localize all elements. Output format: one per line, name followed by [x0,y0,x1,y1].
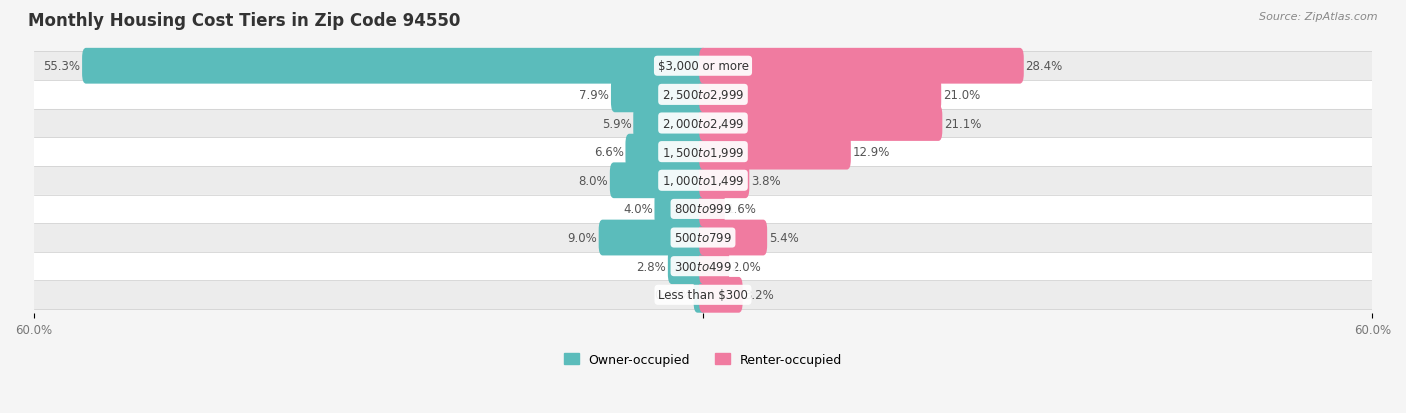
FancyBboxPatch shape [11,109,1395,138]
Text: Less than $300: Less than $300 [658,289,748,301]
Text: 8.0%: 8.0% [578,174,609,188]
Text: 2.0%: 2.0% [731,260,761,273]
Text: $500 to $799: $500 to $799 [673,231,733,244]
Text: $2,000 to $2,499: $2,000 to $2,499 [662,117,744,131]
Text: $2,500 to $2,999: $2,500 to $2,999 [662,88,744,102]
Legend: Owner-occupied, Renter-occupied: Owner-occupied, Renter-occupied [564,353,842,366]
Text: 5.9%: 5.9% [602,117,631,130]
FancyBboxPatch shape [610,163,707,199]
Text: 3.2%: 3.2% [744,289,775,301]
Text: 9.0%: 9.0% [567,231,598,244]
FancyBboxPatch shape [612,77,707,113]
Text: $1,000 to $1,499: $1,000 to $1,499 [662,174,744,188]
FancyBboxPatch shape [11,81,1395,110]
Text: $800 to $999: $800 to $999 [673,203,733,216]
Text: 3.8%: 3.8% [751,174,780,188]
Text: 2.8%: 2.8% [637,260,666,273]
Text: 55.3%: 55.3% [44,60,80,73]
Text: $3,000 or more: $3,000 or more [658,60,748,73]
FancyBboxPatch shape [11,166,1395,195]
Text: Source: ZipAtlas.com: Source: ZipAtlas.com [1260,12,1378,22]
FancyBboxPatch shape [699,277,742,313]
Text: 21.1%: 21.1% [943,117,981,130]
Text: 5.4%: 5.4% [769,231,799,244]
FancyBboxPatch shape [699,192,724,227]
FancyBboxPatch shape [82,49,707,84]
FancyBboxPatch shape [11,223,1395,252]
FancyBboxPatch shape [11,280,1395,310]
Text: 6.6%: 6.6% [593,146,624,159]
FancyBboxPatch shape [633,106,707,142]
Text: $1,500 to $1,999: $1,500 to $1,999 [662,145,744,159]
FancyBboxPatch shape [699,163,749,199]
FancyBboxPatch shape [11,252,1395,281]
Text: 1.6%: 1.6% [727,203,756,216]
Text: 28.4%: 28.4% [1025,60,1063,73]
FancyBboxPatch shape [699,77,941,113]
Text: 7.9%: 7.9% [579,89,609,102]
FancyBboxPatch shape [699,220,768,256]
Text: 0.49%: 0.49% [655,289,692,301]
FancyBboxPatch shape [699,106,942,142]
FancyBboxPatch shape [11,195,1395,224]
FancyBboxPatch shape [11,138,1395,167]
FancyBboxPatch shape [699,249,730,285]
FancyBboxPatch shape [699,49,1024,84]
Text: 21.0%: 21.0% [943,89,980,102]
Text: $300 to $499: $300 to $499 [673,260,733,273]
Text: Monthly Housing Cost Tiers in Zip Code 94550: Monthly Housing Cost Tiers in Zip Code 9… [28,12,461,30]
FancyBboxPatch shape [599,220,707,256]
FancyBboxPatch shape [693,277,707,313]
Text: 4.0%: 4.0% [623,203,652,216]
FancyBboxPatch shape [626,134,707,170]
FancyBboxPatch shape [11,52,1395,81]
FancyBboxPatch shape [654,192,707,227]
FancyBboxPatch shape [668,249,707,285]
FancyBboxPatch shape [699,134,851,170]
Text: 12.9%: 12.9% [852,146,890,159]
